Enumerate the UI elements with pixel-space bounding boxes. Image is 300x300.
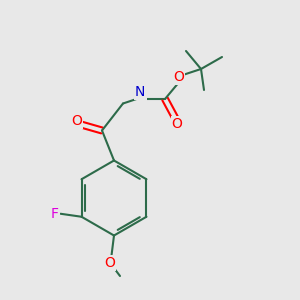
Text: F: F [51,207,59,221]
Text: H: H [138,91,147,101]
Text: O: O [172,117,182,131]
Text: O: O [173,70,184,84]
Text: N: N [135,85,145,99]
Text: O: O [104,256,115,270]
Text: O: O [71,115,82,128]
